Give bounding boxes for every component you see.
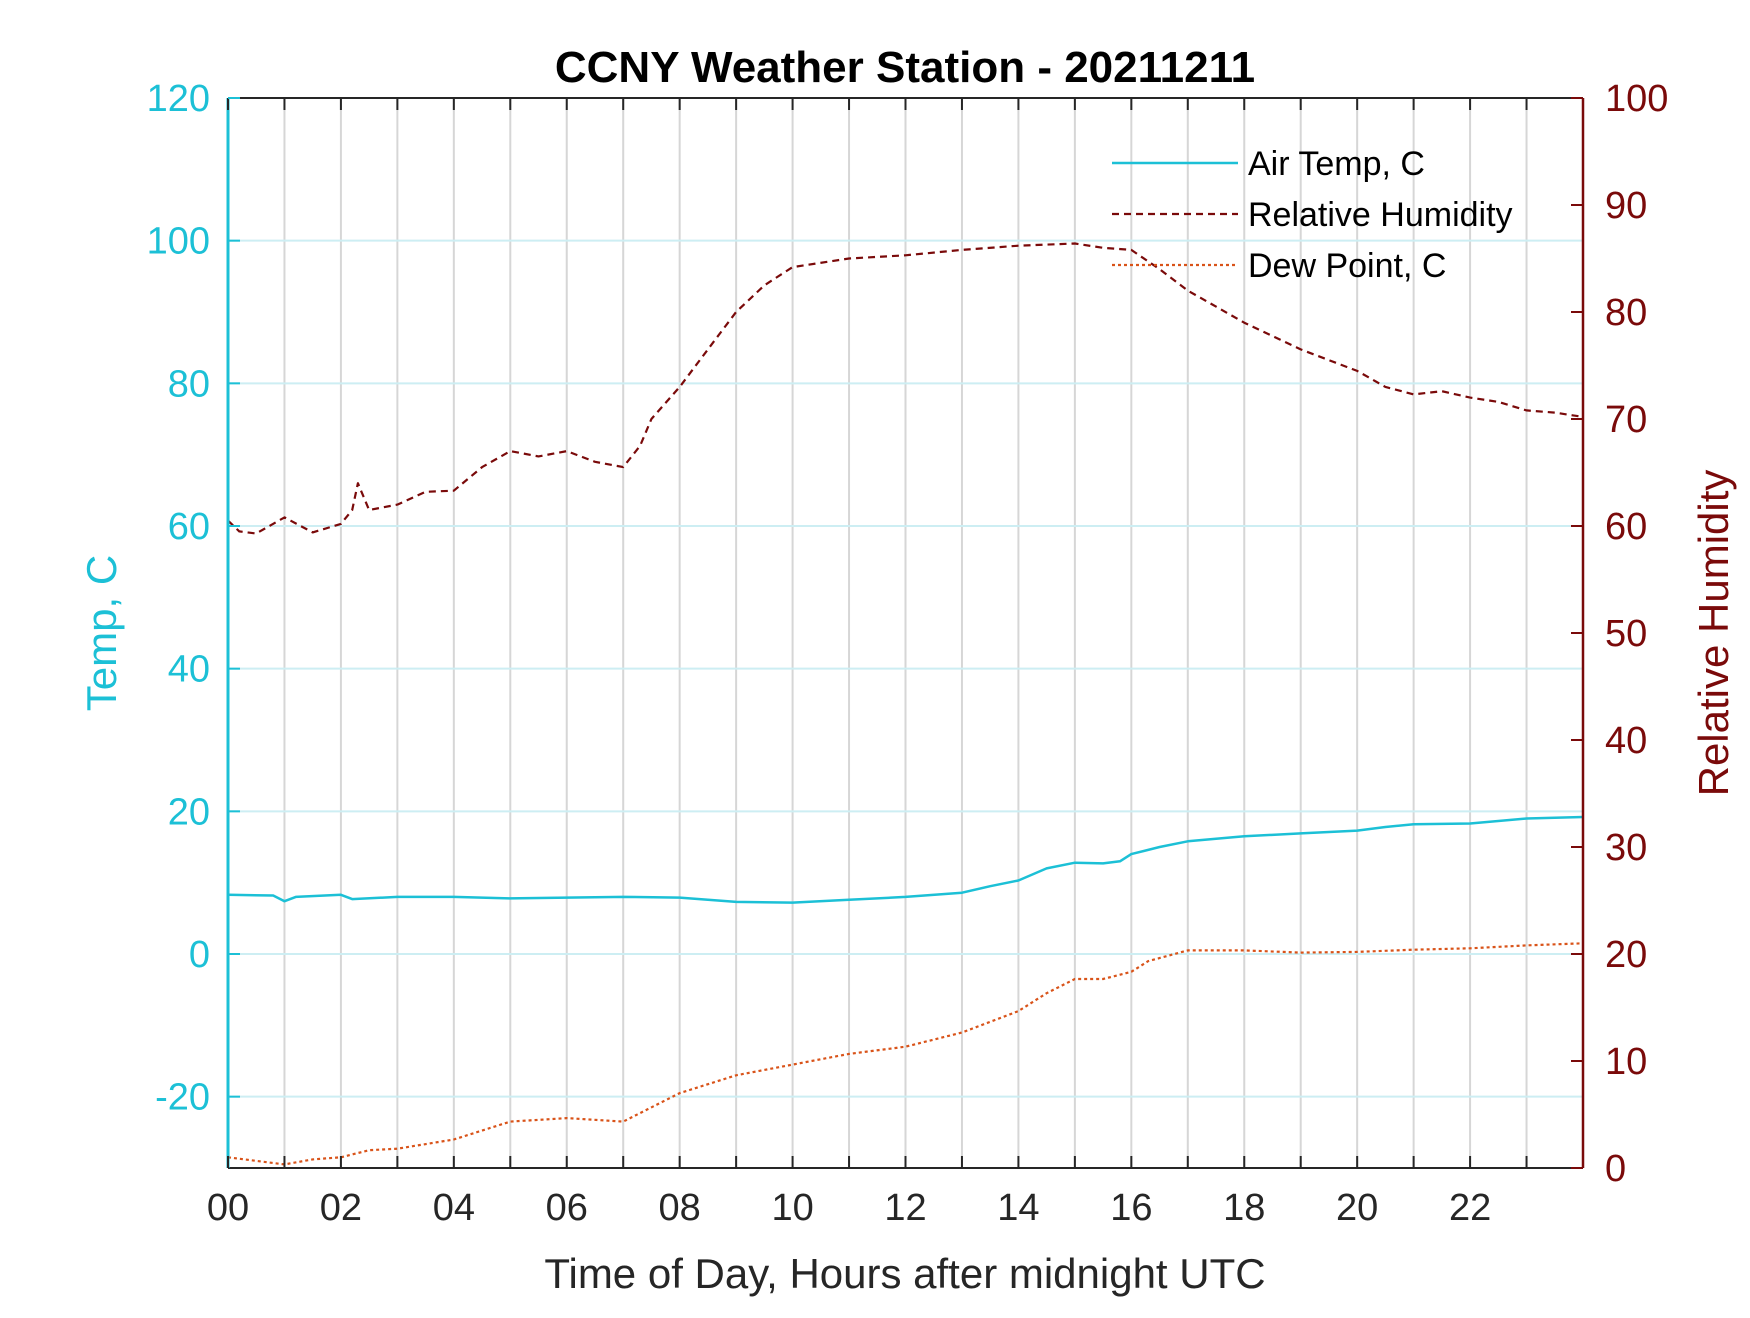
right-tick-label: 40 xyxy=(1605,720,1647,762)
x-tick-label: 10 xyxy=(771,1187,813,1229)
x-tick-label: 08 xyxy=(659,1187,701,1229)
right-tick-label: 0 xyxy=(1605,1148,1626,1190)
left-tick-label: 0 xyxy=(189,934,210,976)
x-tick-label: 22 xyxy=(1449,1187,1491,1229)
x-axis-label: Time of Day, Hours after midnight UTC xyxy=(544,1250,1265,1297)
x-tick-label: 04 xyxy=(433,1187,475,1229)
legend-label-0: Air Temp, C xyxy=(1248,145,1425,183)
left-tick-label: -20 xyxy=(155,1077,210,1119)
left-tick-label: 80 xyxy=(168,363,210,405)
legend-label-2: Dew Point, C xyxy=(1248,247,1446,285)
right-tick-label: 30 xyxy=(1605,827,1647,869)
x-tick-label: 20 xyxy=(1336,1187,1378,1229)
left-tick-label: 60 xyxy=(168,506,210,548)
right-tick-label: 70 xyxy=(1605,399,1647,441)
x-tick-label: 16 xyxy=(1110,1187,1152,1229)
series-line-2 xyxy=(227,942,1584,1166)
right-axis-label: Relative Humidity xyxy=(1690,470,1737,797)
x-tick-label: 00 xyxy=(207,1187,249,1229)
x-tick-label: 18 xyxy=(1223,1187,1265,1229)
right-tick-label: 20 xyxy=(1605,934,1647,976)
right-tick-label: 50 xyxy=(1605,613,1647,655)
legend: Air Temp, C Relative Humidity Dew Point, C xyxy=(1112,145,1513,285)
left-tick-label: 100 xyxy=(147,221,210,263)
right-tick-label: 60 xyxy=(1605,506,1647,548)
chart-title: CCNY Weather Station - 20211211 xyxy=(555,43,1255,92)
legend-label-1: Relative Humidity xyxy=(1248,196,1513,234)
series-layer xyxy=(227,242,1584,1166)
right-tick-label: 10 xyxy=(1605,1041,1647,1083)
x-tick-label: 02 xyxy=(320,1187,362,1229)
grid-layer xyxy=(228,98,1583,1168)
x-tick-label: 14 xyxy=(997,1187,1039,1229)
series-line-0 xyxy=(227,815,1584,904)
left-tick-label: 20 xyxy=(168,791,210,833)
axes-layer: 00 02 04 06 08 10 12 14 16 18 20 22120100806040200-… xyxy=(147,78,1669,1229)
left-axis-label: Temp, C xyxy=(78,555,125,711)
x-tick-label: 12 xyxy=(884,1187,926,1229)
right-tick-label: 100 xyxy=(1605,78,1668,120)
left-tick-label: 40 xyxy=(168,649,210,691)
left-tick-label: 120 xyxy=(147,78,210,120)
right-tick-label: 90 xyxy=(1605,185,1647,227)
series-line-1 xyxy=(227,242,1584,535)
right-tick-label: 80 xyxy=(1605,292,1647,334)
x-tick-label: 06 xyxy=(546,1187,588,1229)
